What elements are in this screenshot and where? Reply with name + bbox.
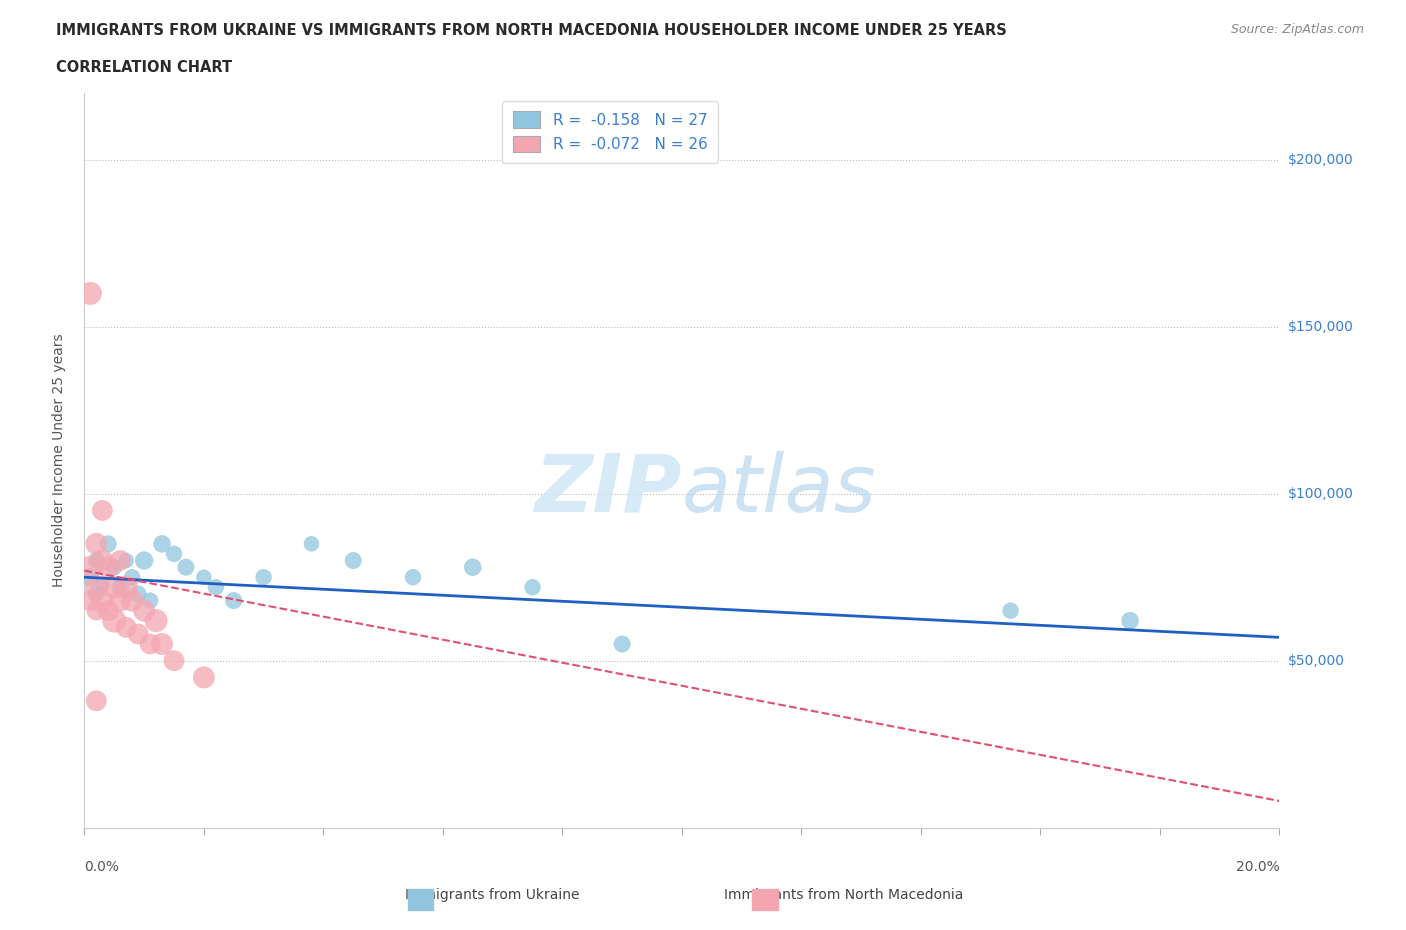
Point xyxy=(461,560,484,575)
Point xyxy=(139,637,162,652)
Point xyxy=(163,547,186,562)
Point xyxy=(79,560,101,575)
Point xyxy=(222,593,245,608)
Point xyxy=(103,613,125,628)
Point xyxy=(86,553,108,568)
Point xyxy=(301,537,323,551)
Point xyxy=(79,570,101,585)
Point xyxy=(86,587,108,602)
Point xyxy=(205,579,228,594)
Point xyxy=(174,560,197,575)
Text: $100,000: $100,000 xyxy=(1288,486,1354,500)
Point xyxy=(103,560,125,575)
Point xyxy=(86,579,108,594)
Y-axis label: Householder Income Under 25 years: Householder Income Under 25 years xyxy=(52,334,66,587)
Point xyxy=(150,537,173,551)
Point xyxy=(103,579,125,594)
Text: atlas: atlas xyxy=(682,451,877,529)
Point xyxy=(132,604,156,618)
Text: $150,000: $150,000 xyxy=(1288,320,1354,334)
Point xyxy=(402,570,425,585)
Point xyxy=(86,694,108,709)
Point xyxy=(79,593,101,608)
Text: Immigrants from Ukraine: Immigrants from Ukraine xyxy=(405,888,579,902)
Text: $50,000: $50,000 xyxy=(1288,654,1344,668)
Point xyxy=(86,537,108,551)
Point xyxy=(110,553,132,568)
Point xyxy=(97,560,120,575)
Point xyxy=(150,637,173,652)
Point xyxy=(110,579,132,594)
Point xyxy=(1000,604,1022,618)
Point xyxy=(139,593,162,608)
Text: 20.0%: 20.0% xyxy=(1236,860,1279,874)
Point xyxy=(97,604,120,618)
Text: Source: ZipAtlas.com: Source: ZipAtlas.com xyxy=(1230,23,1364,36)
Text: ZIP: ZIP xyxy=(534,451,682,529)
Point xyxy=(522,579,544,594)
Text: IMMIGRANTS FROM UKRAINE VS IMMIGRANTS FROM NORTH MACEDONIA HOUSEHOLDER INCOME UN: IMMIGRANTS FROM UKRAINE VS IMMIGRANTS FR… xyxy=(56,23,1007,38)
Point xyxy=(115,620,138,635)
Point xyxy=(121,593,143,608)
Point xyxy=(115,579,138,594)
Point xyxy=(610,637,633,652)
Point xyxy=(127,587,149,602)
Point xyxy=(121,570,143,585)
Point xyxy=(253,570,276,585)
Point xyxy=(132,553,156,568)
Point xyxy=(342,553,364,568)
Point xyxy=(97,537,120,551)
Legend: R =  -0.158   N = 27, R =  -0.072   N = 26: R = -0.158 N = 27, R = -0.072 N = 26 xyxy=(502,100,718,163)
Point xyxy=(91,593,114,608)
Point xyxy=(79,286,101,300)
Text: CORRELATION CHART: CORRELATION CHART xyxy=(56,60,232,75)
Point xyxy=(110,593,132,608)
Text: 0.0%: 0.0% xyxy=(84,860,120,874)
Point xyxy=(145,613,167,628)
Point xyxy=(91,553,114,568)
Point xyxy=(91,503,114,518)
Point xyxy=(1119,613,1142,628)
Point xyxy=(163,653,186,668)
Point xyxy=(127,627,149,642)
Point xyxy=(193,670,215,684)
Text: Immigrants from North Macedonia: Immigrants from North Macedonia xyxy=(724,888,963,902)
Point xyxy=(115,553,138,568)
Text: $200,000: $200,000 xyxy=(1288,153,1354,166)
Point xyxy=(91,577,114,591)
Point xyxy=(193,570,215,585)
Point xyxy=(86,604,108,618)
